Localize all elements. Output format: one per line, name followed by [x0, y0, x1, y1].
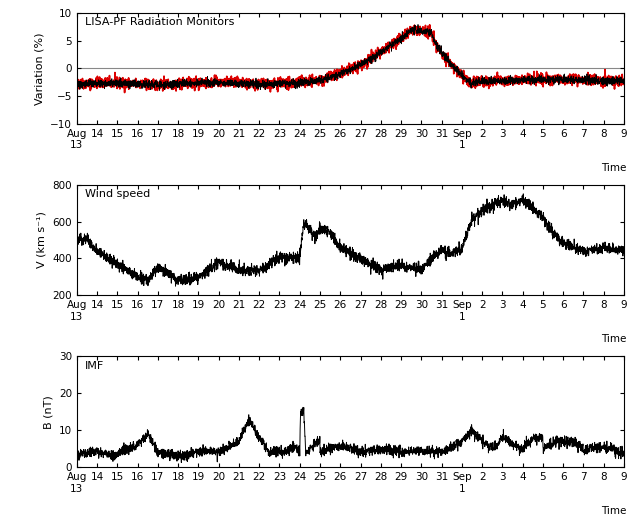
Text: Time: Time	[602, 334, 627, 344]
Y-axis label: B (nT): B (nT)	[44, 395, 53, 429]
Text: Wind speed: Wind speed	[85, 189, 150, 199]
Text: IMF: IMF	[85, 361, 104, 371]
Text: Time: Time	[602, 506, 627, 516]
Y-axis label: Variation (%): Variation (%)	[35, 32, 45, 105]
Text: LISA-PF Radiation Monitors: LISA-PF Radiation Monitors	[85, 18, 234, 28]
Text: Time: Time	[602, 162, 627, 173]
Y-axis label: V (km s⁻¹): V (km s⁻¹)	[36, 212, 47, 268]
